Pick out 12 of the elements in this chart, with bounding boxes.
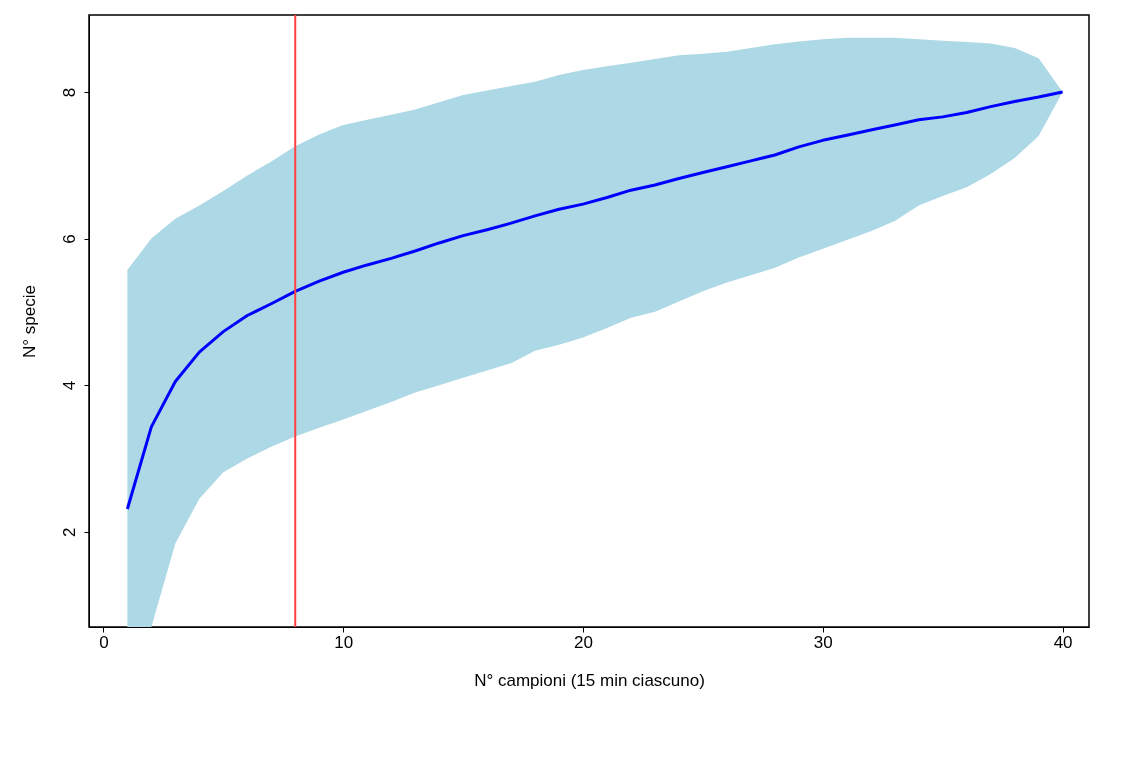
x-axis-title: N° campioni (15 min ciascuno): [474, 670, 705, 690]
x-tick-label: 40: [1053, 632, 1073, 652]
line-series: [125, 90, 1065, 511]
y-tick-label: 8: [59, 87, 79, 98]
x-tick-label: 10: [334, 632, 354, 652]
y-tick-label: 4: [59, 380, 79, 391]
y-tick-label: 6: [59, 234, 79, 244]
x-tick-label: 20: [574, 632, 593, 652]
y-tick-label: 2: [59, 527, 79, 537]
x-tick-label: 0: [99, 632, 109, 652]
y-axis-title: N° specie: [19, 285, 39, 358]
x-tick-label: 30: [813, 632, 833, 652]
